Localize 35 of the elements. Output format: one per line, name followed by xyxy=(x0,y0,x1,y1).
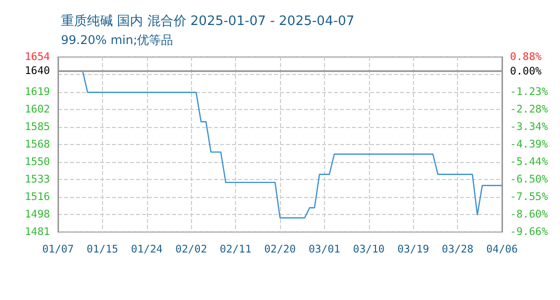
x-tick-label: 02/20 xyxy=(264,244,296,256)
y2-tick-label: -7.55% xyxy=(510,190,549,203)
y2-tick-label: -5.44% xyxy=(510,156,549,168)
x-tick-label: 03/28 xyxy=(442,244,474,256)
y-tick-label: 1585 xyxy=(24,121,50,133)
x-tick-label: 03/10 xyxy=(352,244,385,256)
y2-tick-label: -6.50% xyxy=(510,174,549,186)
x-tick-label: 03/19 xyxy=(397,244,430,256)
y2-tick-label: 0.88% xyxy=(510,51,542,63)
y2-tick-label: -2.28% xyxy=(510,103,549,116)
x-tick-label: 01/24 xyxy=(130,244,163,256)
y-tick-label: 1619 xyxy=(24,86,50,98)
y2-tick-label: -3.34% xyxy=(510,121,549,134)
y-tick-label: 1550 xyxy=(24,156,50,168)
y-tick-label: 1481 xyxy=(24,226,50,238)
y2-tick-label: -4.39% xyxy=(510,138,549,150)
x-tick-label: 01/07 xyxy=(42,244,74,256)
y2-tick-label: -8.60% xyxy=(510,208,549,220)
y-tick-label: 1516 xyxy=(24,191,50,203)
y-tick-label: 1533 xyxy=(24,174,50,186)
y2-tick-label: 0.00% xyxy=(510,66,542,78)
chart-subtitle: 99.20% min;优等品 xyxy=(61,33,174,47)
y-tick-label: 1640 xyxy=(24,65,50,78)
x-tick-label: 03/01 xyxy=(308,244,340,256)
y-tick-label: 1568 xyxy=(24,138,50,150)
y2-tick-label: -9.66% xyxy=(510,226,549,238)
y2-tick-label: -1.23% xyxy=(510,86,549,98)
x-tick-label: 02/02 xyxy=(175,244,208,256)
x-tick-label: 01/15 xyxy=(86,244,118,256)
y-tick-label: 1654 xyxy=(24,51,50,63)
x-tick-label: 02/11 xyxy=(220,244,252,256)
y-tick-label: 1602 xyxy=(24,104,50,116)
x-tick-label: 04/06 xyxy=(486,244,518,256)
y-tick-label: 1498 xyxy=(24,208,50,220)
chart-title: 重质纯碱 国内 混合价 2025-01-07 - 2025-04-07 xyxy=(61,14,354,29)
